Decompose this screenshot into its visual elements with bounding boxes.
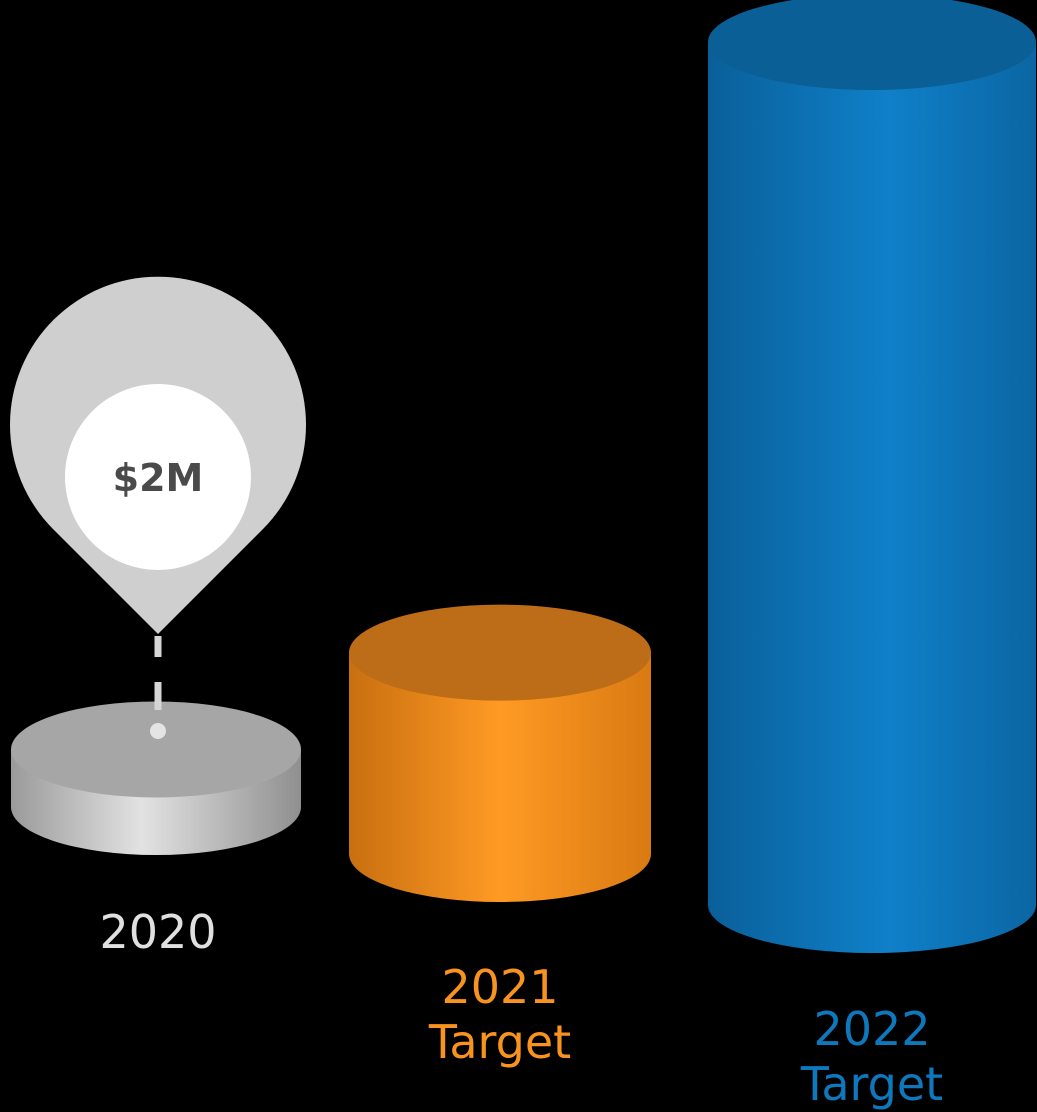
pin-anchor-dot — [150, 723, 166, 739]
bar-2022-target-top — [708, 0, 1036, 90]
pin-value-label: $2M — [113, 456, 204, 500]
bar-2020-top — [11, 701, 301, 798]
bar-2021-target — [349, 604, 651, 902]
bar-2022-target-body — [708, 42, 1036, 953]
bar-2020 — [11, 701, 301, 855]
bar-2021-target-body — [349, 652, 651, 902]
category-label-2021-target: 2021 Target — [428, 960, 571, 1069]
category-label-2020: 2020 — [99, 905, 216, 959]
category-label-2022-target: 2022 Target — [800, 1002, 943, 1111]
category-label-2021-year: 2021 — [441, 960, 558, 1014]
bar-2022-target — [708, 0, 1036, 953]
pin-inner-circle — [65, 384, 251, 570]
category-label-2022-target: Target — [800, 1057, 943, 1111]
bar-2021-target-top — [349, 604, 651, 701]
category-label-2020-year: 2020 — [99, 905, 216, 959]
value-pin-marker: $2M — [10, 276, 307, 739]
category-label-2022-year: 2022 — [813, 1002, 930, 1056]
category-label-2021-target: Target — [428, 1015, 571, 1069]
